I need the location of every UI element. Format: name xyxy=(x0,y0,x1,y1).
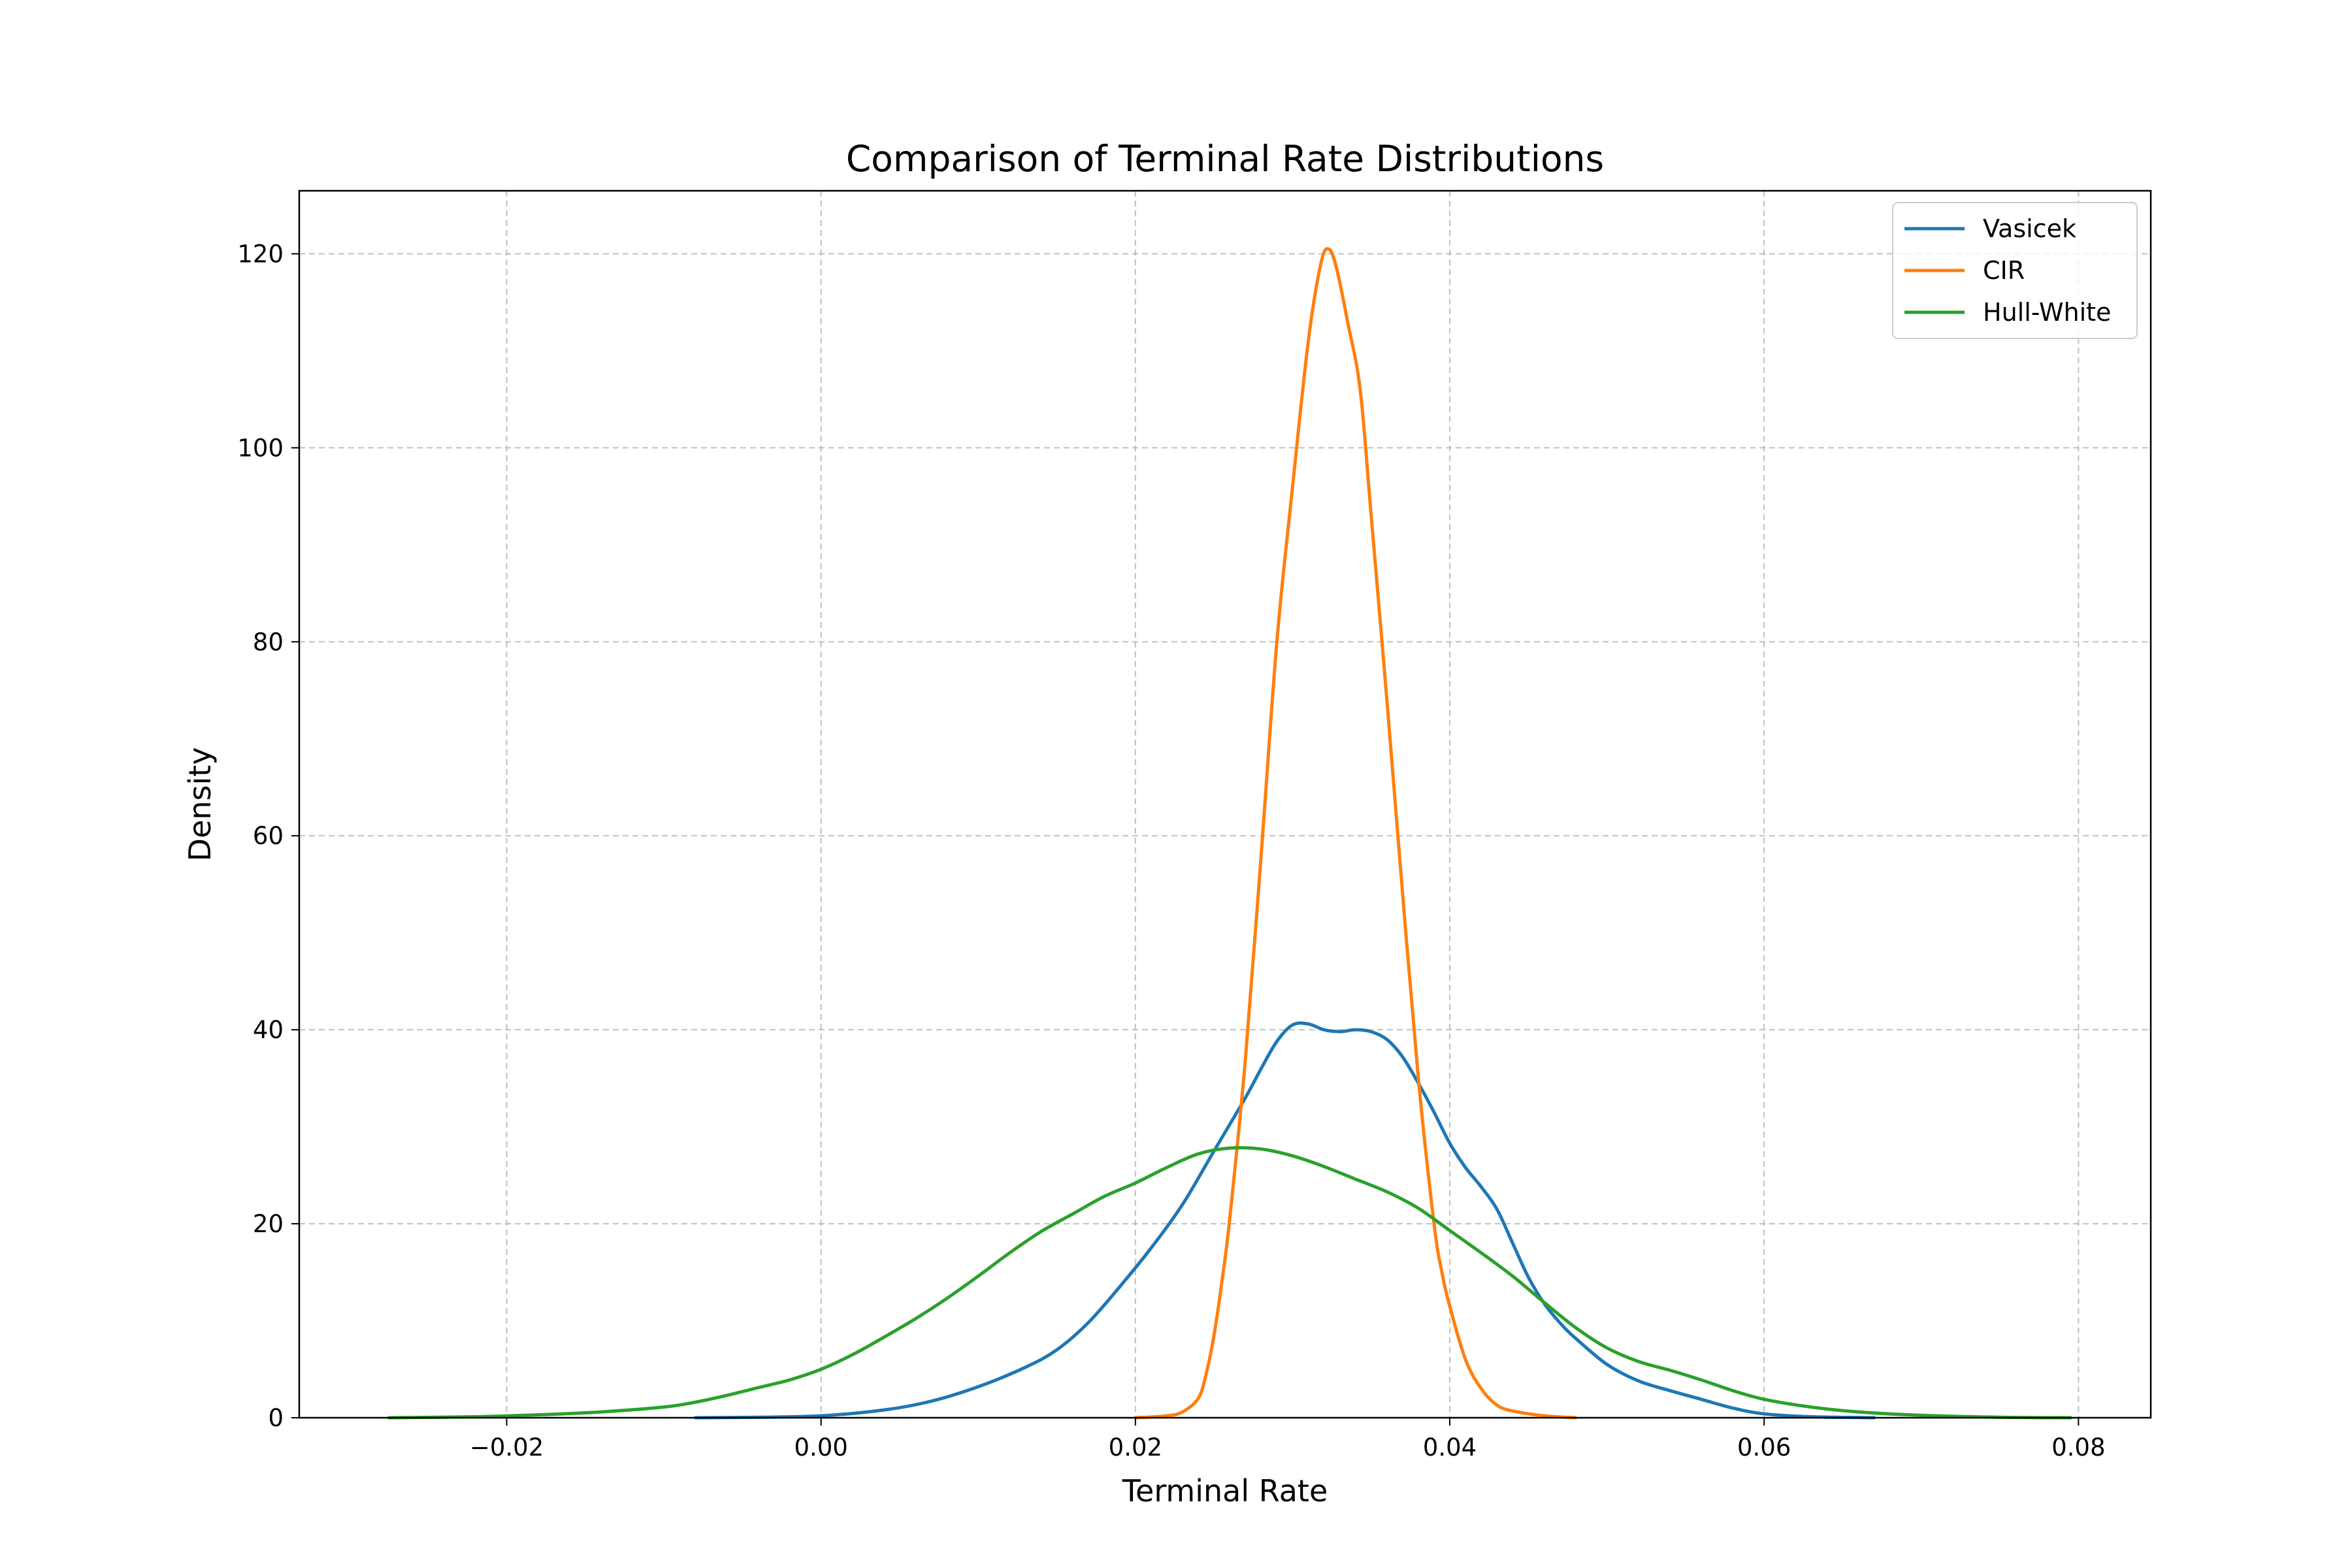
x-tick-label: 0.04 xyxy=(1423,1433,1477,1462)
y-tick-label: 60 xyxy=(253,822,284,850)
series-line-vasicek xyxy=(693,1021,1876,1420)
axes-frame xyxy=(298,189,2152,1419)
y-tick-label: 80 xyxy=(253,628,284,656)
legend: Vasicek CIR Hull-White xyxy=(1892,202,2138,339)
y-tick-label: 120 xyxy=(237,240,284,268)
x-tick-label: 0.08 xyxy=(2051,1433,2105,1462)
y-tick-label: 20 xyxy=(253,1210,284,1238)
x-tick-label: −0.02 xyxy=(470,1433,544,1462)
series-line-cir xyxy=(1134,247,1577,1420)
y-tick-label: 40 xyxy=(253,1016,284,1044)
y-axis-label: Density xyxy=(182,747,218,862)
grid xyxy=(299,191,2151,1418)
y-tick-label: 0 xyxy=(268,1404,284,1432)
y-tick-label: 100 xyxy=(237,434,284,462)
x-tick-label: 0.02 xyxy=(1109,1433,1162,1462)
legend-box xyxy=(1892,202,2138,339)
x-axis-label: Terminal Rate xyxy=(1122,1473,1328,1509)
x-tick-label: 0.06 xyxy=(1737,1433,1791,1462)
legend-label-hull-white: Hull-White xyxy=(1983,298,2111,327)
series-line-hull-white xyxy=(387,1146,2072,1420)
axis-ticks: −0.02 0.00 0.02 0.04 0.06 0.08 0 20 40 60 80 100 120 xyxy=(237,240,2105,1462)
plot-area xyxy=(387,247,2072,1420)
chart-title: Comparison of Terminal Rate Distribution… xyxy=(846,138,1604,180)
legend-label-cir: CIR xyxy=(1983,256,2025,285)
x-tick-label: 0.00 xyxy=(794,1433,848,1462)
legend-label-vasicek: Vasicek xyxy=(1983,214,2076,243)
